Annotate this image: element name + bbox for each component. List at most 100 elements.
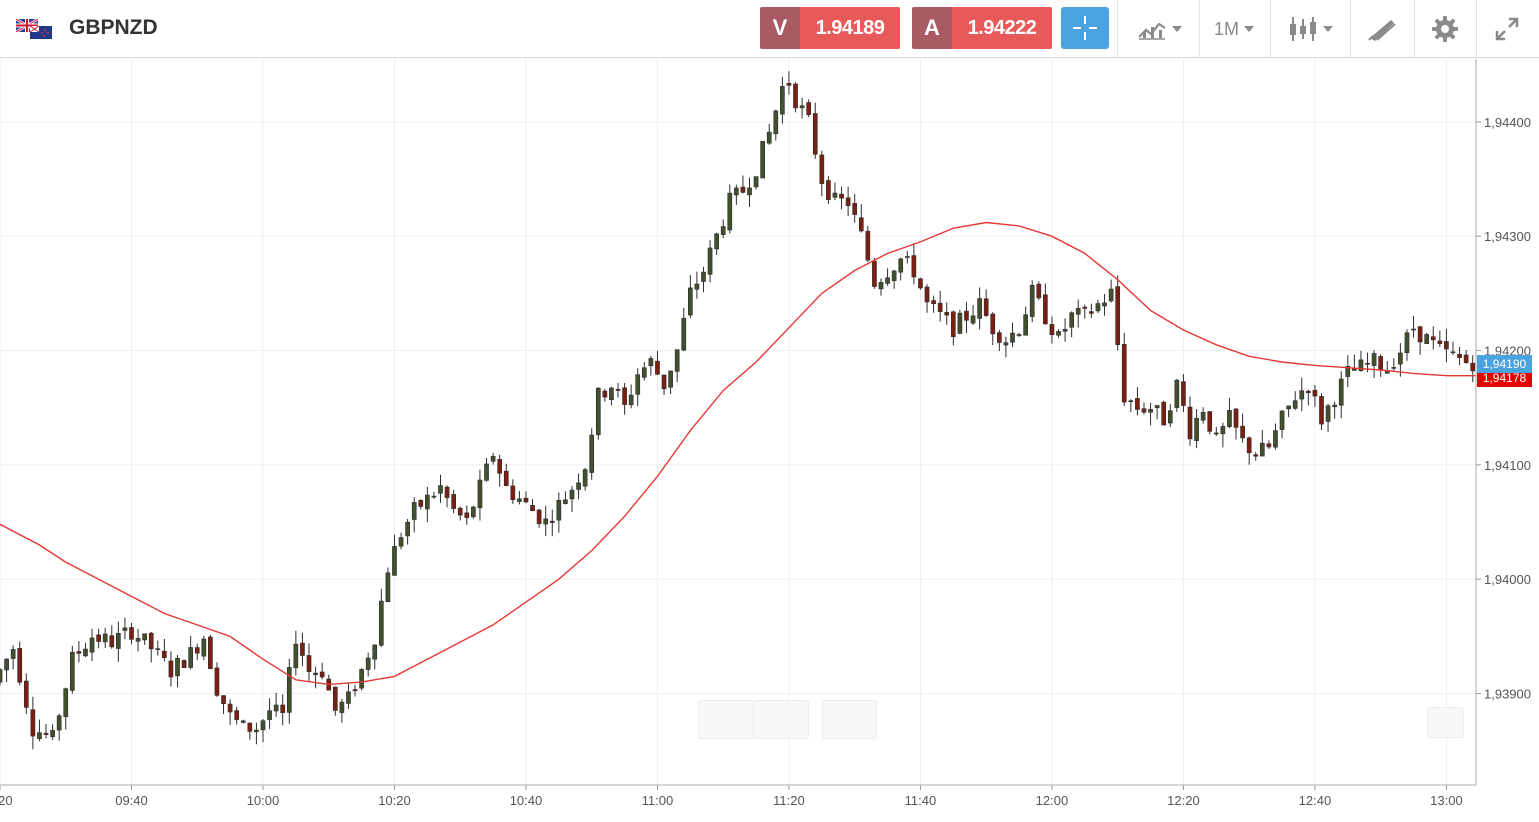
candle-down — [615, 388, 621, 391]
sell-quote-button[interactable]: V 1.94189 — [760, 7, 900, 49]
candle-up — [50, 730, 55, 738]
candle-up — [1391, 367, 1397, 369]
sell-label: V — [760, 7, 800, 49]
candle-down — [602, 390, 608, 398]
candle-down — [997, 332, 1002, 343]
candle-up — [1148, 409, 1153, 413]
candle-up — [569, 489, 575, 500]
zoom-out-button[interactable] — [698, 700, 754, 739]
candle-up — [766, 131, 772, 144]
candle-up — [747, 187, 752, 196]
fullscreen-button[interactable] — [1478, 0, 1536, 58]
candle-up — [286, 667, 292, 713]
candle-up — [714, 233, 719, 250]
candle-up — [135, 638, 141, 642]
candle-up — [576, 482, 581, 490]
candle-up — [392, 546, 397, 576]
candle-up — [753, 176, 759, 188]
drawing-tools-button[interactable] — [1352, 0, 1412, 58]
candle-up — [957, 312, 963, 334]
x-tick-label: 11:20 — [773, 793, 805, 808]
candle-down — [872, 260, 877, 287]
candle-up — [977, 298, 982, 319]
candle-up — [484, 463, 489, 481]
candle-down — [234, 710, 240, 720]
candle-down — [464, 512, 470, 518]
candle-up — [635, 374, 641, 395]
candle-down — [444, 486, 450, 498]
buy-label: A — [912, 7, 952, 49]
candle-up — [701, 271, 706, 282]
chevron-down-icon — [1171, 26, 1182, 32]
gb-nz-flag-icon — [16, 19, 52, 39]
candle-down — [1430, 336, 1436, 341]
candle-up — [1154, 405, 1160, 409]
candle-down — [30, 709, 36, 737]
x-tick-label: 12:00 — [1036, 793, 1069, 808]
candle-down — [661, 374, 667, 390]
candle-up — [37, 732, 42, 739]
scroll-to-latest-button[interactable] — [1427, 707, 1464, 738]
candle-down — [1240, 425, 1245, 439]
candle-down — [944, 312, 950, 316]
toolbar-divider — [1476, 0, 1477, 58]
crosshair-icon — [1073, 16, 1097, 40]
candle-up — [240, 720, 246, 723]
candle-down — [1253, 454, 1259, 457]
candle-down — [1457, 353, 1462, 358]
chart-type-button[interactable] — [1276, 0, 1344, 58]
toolbar-divider — [1350, 0, 1351, 58]
candle-up — [898, 258, 904, 273]
candle-up — [56, 715, 62, 731]
candle-up — [891, 270, 897, 281]
toolbar-divider — [1270, 0, 1271, 58]
candle-up — [1220, 426, 1226, 435]
candle-down — [497, 459, 503, 474]
moving-average-line — [0, 221, 1476, 686]
candle-up — [1174, 379, 1180, 408]
x-tick-label: 12:40 — [1299, 793, 1332, 808]
candle-up — [1338, 378, 1344, 406]
candle-up — [254, 729, 259, 733]
candle-down — [937, 302, 943, 312]
candle-down — [168, 660, 174, 678]
candle-up — [1194, 418, 1199, 441]
candle-down — [655, 360, 660, 375]
candle-up — [155, 648, 161, 650]
price-chart[interactable]: 1,93900 1,94000 1,94100 1,94200 1,94300 1,944… — [0, 59, 1539, 822]
candle-down — [227, 703, 233, 713]
candle-up — [1003, 342, 1009, 346]
candle-up — [1325, 405, 1331, 422]
buy-quote-button[interactable]: A 1.94222 — [912, 7, 1052, 49]
candle-down — [918, 278, 923, 289]
candle-up — [273, 704, 279, 712]
candle-down — [300, 642, 305, 656]
candle-up — [411, 502, 417, 520]
zoom-in-button[interactable] — [753, 700, 809, 739]
crosshair-button[interactable] — [1061, 7, 1109, 49]
x-tick-label: 11:40 — [905, 793, 937, 808]
settings-button[interactable] — [1416, 0, 1474, 58]
candle-down — [1036, 283, 1042, 299]
y-tick-label: 1,94000 — [1484, 572, 1531, 587]
candle-down — [43, 732, 49, 735]
candle-down — [109, 635, 115, 648]
candle-up — [1299, 390, 1305, 400]
symbol-title: GBPNZD — [69, 16, 158, 39]
candle-down — [839, 193, 844, 199]
candle-up — [904, 256, 910, 258]
candle-up — [681, 317, 687, 351]
chart-canvas[interactable]: 1,93900 1,94000 1,94100 1,94200 1,94300 1,944… — [0, 59, 1539, 822]
candle-up — [885, 277, 890, 284]
indicators-button[interactable] — [1125, 0, 1193, 58]
reset-zoom-button[interactable] — [822, 700, 877, 739]
candle-down — [1161, 401, 1167, 426]
candle-up — [563, 499, 568, 504]
candle-up — [1056, 331, 1061, 336]
candle-down — [1082, 306, 1088, 309]
candle-up — [799, 105, 805, 109]
candle-down — [418, 500, 424, 507]
x-tick-label: 12:20 — [1167, 793, 1200, 808]
indicators-icon — [1137, 22, 1166, 40]
timeframe-selector[interactable]: 1M — [1205, 0, 1263, 58]
